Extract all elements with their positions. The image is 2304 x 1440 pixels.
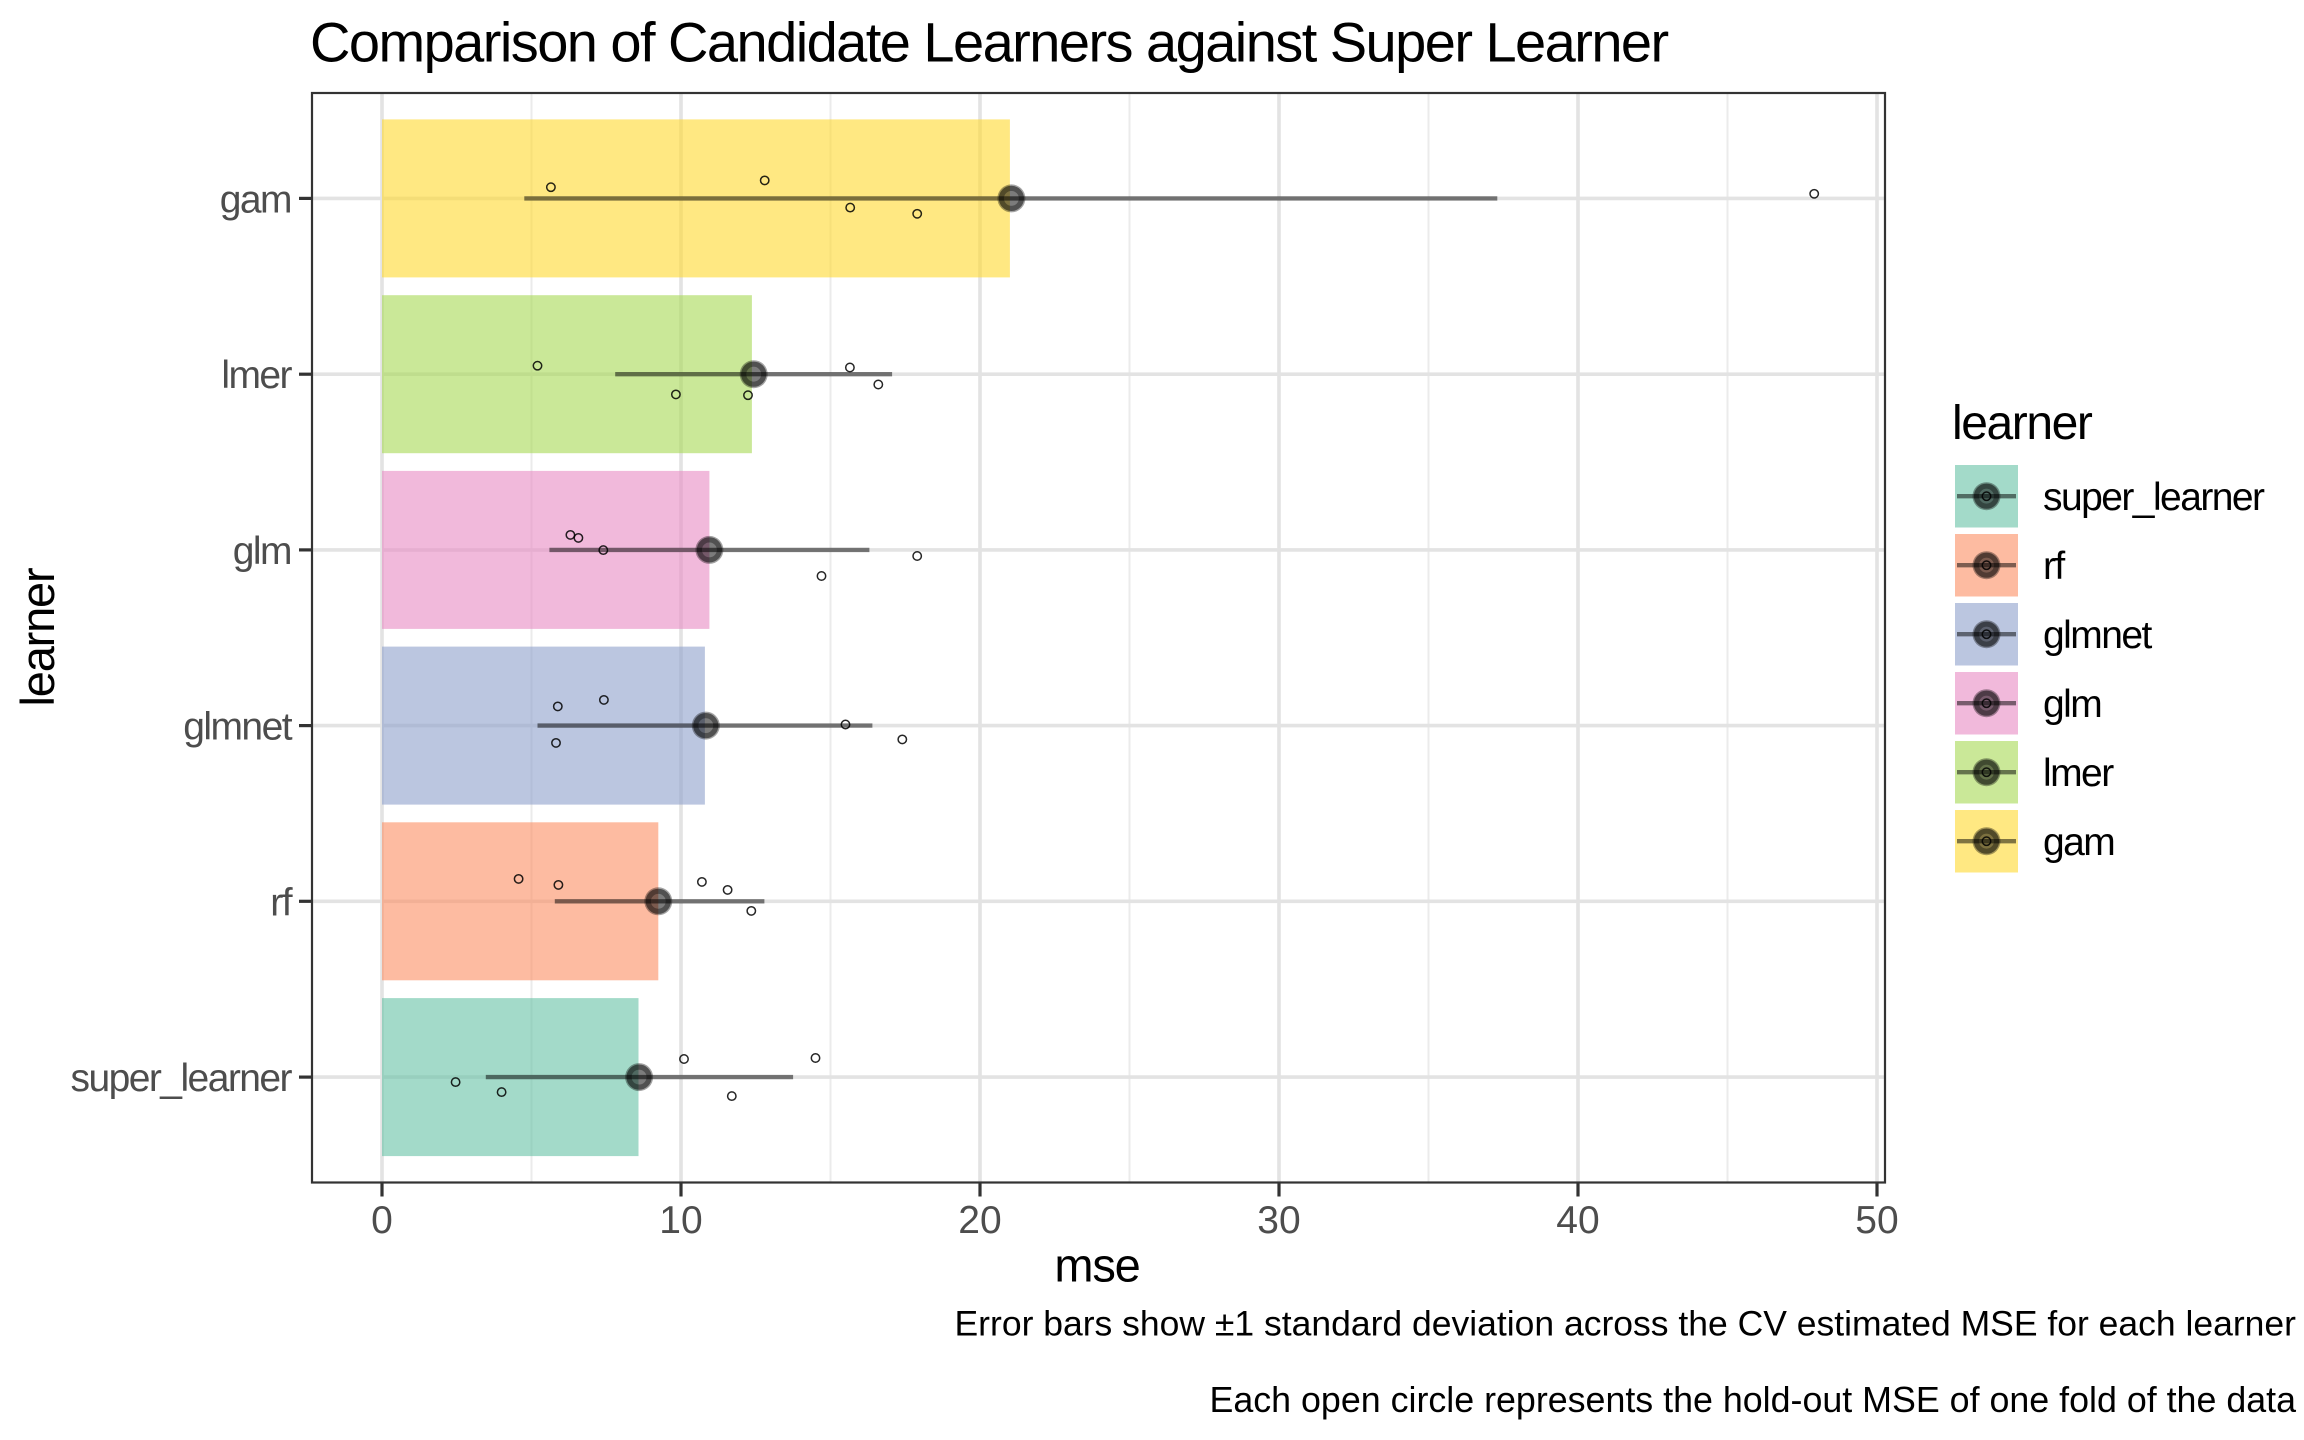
svg-text:30: 30 <box>1257 1199 1300 1242</box>
svg-text:40: 40 <box>1556 1199 1599 1242</box>
svg-text:learner: learner <box>1952 397 2093 450</box>
svg-text:gam: gam <box>220 178 291 221</box>
svg-text:gam: gam <box>2043 821 2114 864</box>
svg-text:Comparison of Candidate Learne: Comparison of Candidate Learners against… <box>310 10 1669 73</box>
svg-text:glmnet: glmnet <box>2043 614 2152 657</box>
svg-text:50: 50 <box>1855 1199 1898 1242</box>
svg-text:Error bars show ±1 standard de: Error bars show ±1 standard deviation ac… <box>955 1304 2297 1344</box>
svg-text:rf: rf <box>270 881 292 924</box>
svg-text:super_learner: super_learner <box>71 1057 293 1100</box>
svg-text:glm: glm <box>2043 683 2101 726</box>
svg-text:glm: glm <box>233 530 291 573</box>
svg-text:10: 10 <box>659 1199 702 1242</box>
svg-text:super_learner: super_learner <box>2043 476 2265 519</box>
svg-text:Each open circle represents th: Each open circle represents the hold-out… <box>1209 1380 2296 1420</box>
svg-text:lmer: lmer <box>2043 752 2114 795</box>
svg-text:rf: rf <box>2043 545 2065 588</box>
svg-text:0: 0 <box>371 1199 393 1242</box>
svg-text:glmnet: glmnet <box>183 706 292 749</box>
svg-text:lmer: lmer <box>221 354 292 397</box>
svg-text:20: 20 <box>958 1199 1001 1242</box>
svg-text:learner: learner <box>11 568 64 706</box>
svg-text:mse: mse <box>1054 1239 1139 1292</box>
